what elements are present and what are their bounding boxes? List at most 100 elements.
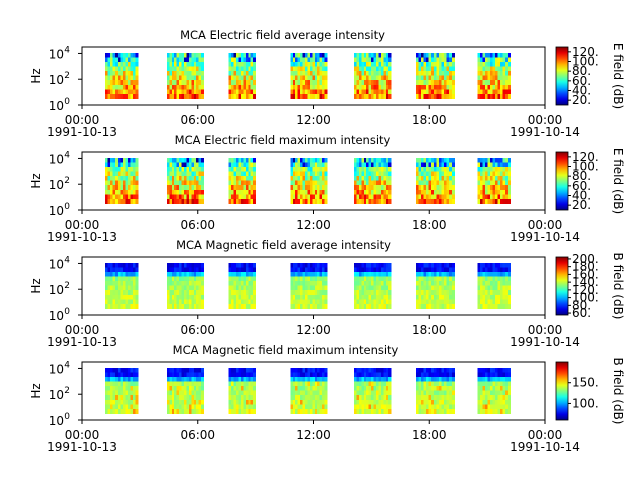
colorbar-tick-label: 120. (572, 45, 599, 59)
y-tick-exponent: 2 (64, 176, 70, 186)
y-axis-label: Hz (29, 68, 43, 83)
x-tick-label: 12:00 (296, 428, 331, 442)
x-tick-label: 00:00 (528, 428, 563, 442)
colorbar-tick-label: 40. (572, 84, 591, 98)
spectrogram-block (166, 262, 205, 310)
spectrogram-block (477, 52, 511, 100)
x-date-label: 1991-10-14 (510, 440, 580, 454)
spectrogram-block (228, 367, 257, 415)
colorbar-tick-label: 140. (572, 275, 599, 289)
y-tick-exponent: 4 (64, 255, 70, 265)
spectrogram-block (290, 52, 328, 100)
spectrogram-block (415, 52, 455, 100)
colorbar-gradient (556, 47, 568, 105)
spectrogram-block (166, 52, 205, 100)
colorbar-tick-label: 60. (572, 74, 591, 88)
x-tick-label: 12:00 (296, 323, 331, 337)
spectrogram-block (477, 367, 511, 415)
y-tick-label: 10 (49, 178, 64, 192)
x-tick-label: 00:00 (65, 113, 100, 127)
x-tick-label: 12:00 (296, 113, 331, 127)
y-tick-exponent: 0 (64, 412, 70, 422)
spectrogram-block (290, 262, 328, 310)
x-date-label: 1991-10-14 (510, 335, 580, 349)
spectrogram-block (105, 367, 139, 415)
colorbar-tick-label: 80. (572, 169, 591, 183)
colorbar-tick-label: 160. (572, 267, 599, 281)
colorbar-gradient (556, 152, 568, 210)
spectrogram-block (477, 262, 511, 310)
colorbar-gradient (556, 257, 568, 315)
colorbar-gradient (556, 362, 568, 420)
y-axis-label: Hz (29, 278, 43, 293)
spectrogram-block (415, 367, 455, 415)
y-tick-exponent: 0 (64, 307, 70, 317)
x-tick-label: 06:00 (180, 218, 215, 232)
x-tick-label: 00:00 (528, 323, 563, 337)
x-tick-label: 18:00 (412, 218, 447, 232)
y-tick-exponent: 0 (64, 97, 70, 107)
colorbar-tick-label: 60. (572, 179, 591, 193)
y-tick-label: 10 (49, 73, 64, 87)
colorbar-tick-label: 100. (572, 396, 599, 410)
y-tick-exponent: 4 (64, 360, 70, 370)
x-tick-label: 00:00 (528, 218, 563, 232)
x-tick-label: 00:00 (528, 113, 563, 127)
y-tick-label: 10 (49, 388, 64, 402)
panel-title: MCA Magnetic field average intensity (176, 238, 391, 252)
colorbar-tick-label: 60. (572, 306, 591, 320)
colorbar-label: E field (dB) (611, 43, 625, 109)
x-date-label: 1991-10-14 (510, 125, 580, 139)
y-tick-exponent: 4 (64, 45, 70, 55)
spectrogram-block (477, 157, 511, 205)
colorbar-label: B field (dB) (611, 253, 625, 320)
colorbar-tick-label: 120. (572, 150, 599, 164)
x-tick-label: 00:00 (65, 323, 100, 337)
y-tick-label: 10 (49, 309, 64, 323)
spectrogram-block (105, 157, 139, 205)
colorbar: 20.40.60.80.100.120. E field (dB) (555, 43, 625, 109)
spectrogram-block (415, 262, 455, 310)
colorbar-label: E field (dB) (611, 148, 625, 214)
colorbar-tick-label: 100. (572, 291, 599, 305)
colorbar-label: B field (dB) (611, 358, 625, 425)
x-date-label: 1991-10-13 (47, 230, 117, 244)
spectrogram-block (354, 262, 392, 310)
colorbar-tick-label: 100. (572, 160, 599, 174)
colorbar: 60.80.100.120.140.160.180.200. B field (d… (555, 252, 625, 320)
panel-title: MCA Electric field average intensity (180, 28, 385, 42)
colorbar: 20.40.60.80.100.120. E field (dB) (555, 148, 625, 214)
y-tick-exponent: 2 (64, 71, 70, 81)
spectrogram-block (354, 157, 392, 205)
x-date-label: 1991-10-13 (47, 335, 117, 349)
spectrogram-block (290, 157, 328, 205)
panel-title: MCA Electric field maximum intensity (175, 133, 391, 147)
x-tick-label: 12:00 (296, 218, 331, 232)
y-tick-label: 10 (49, 47, 64, 61)
spectrogram-block (290, 367, 328, 415)
y-tick-label: 10 (49, 152, 64, 166)
colorbar-tick-label: 20. (572, 93, 591, 107)
colorbar-tick-label: 80. (572, 64, 591, 78)
y-tick-exponent: 4 (64, 150, 70, 160)
spectrogram-block (105, 262, 139, 310)
x-tick-label: 06:00 (180, 428, 215, 442)
y-tick-label: 10 (49, 257, 64, 271)
spectrogram-block (354, 52, 392, 100)
y-tick-label: 10 (49, 204, 64, 218)
y-tick-label: 10 (49, 99, 64, 113)
y-axis-label: Hz (29, 383, 43, 398)
y-tick-label: 10 (49, 283, 64, 297)
x-date-label: 1991-10-13 (47, 440, 117, 454)
y-axis-label: Hz (29, 173, 43, 188)
spectrogram-block (415, 157, 455, 205)
x-tick-label: 18:00 (412, 113, 447, 127)
colorbar-tick-label: 150. (572, 376, 599, 390)
x-tick-label: 00:00 (65, 428, 100, 442)
x-tick-label: 06:00 (180, 113, 215, 127)
spectrogram-block (228, 52, 257, 100)
spectrogram-block (354, 367, 392, 415)
